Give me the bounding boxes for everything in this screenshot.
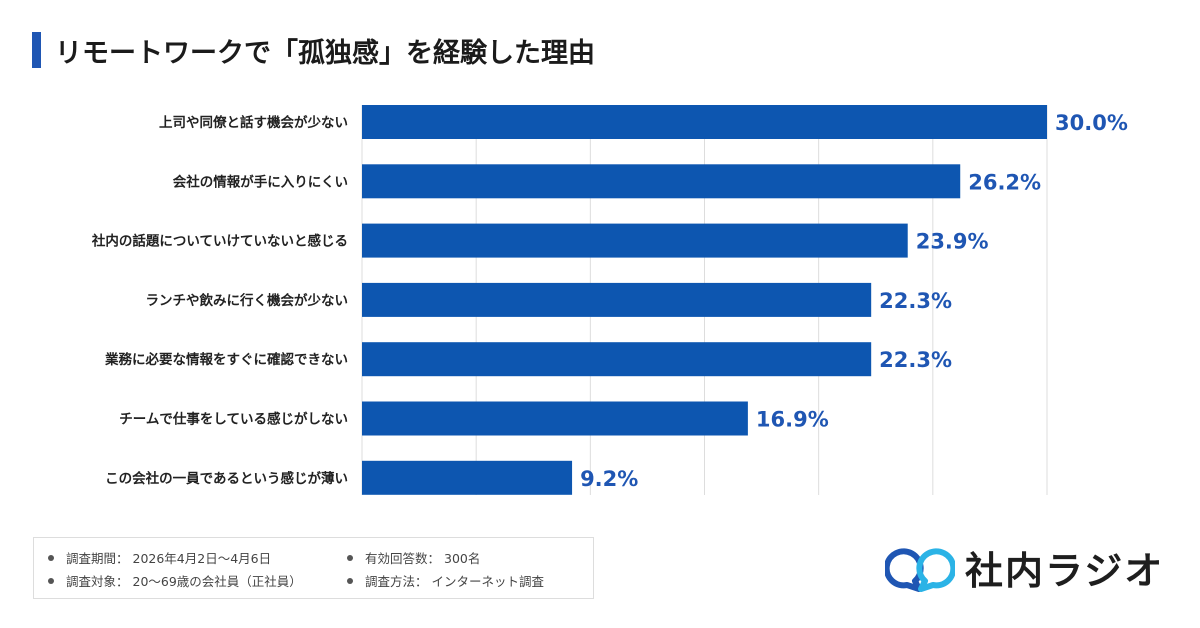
category-label: この会社の一員であるという感じが薄い [105,470,348,487]
speech-bubbles-icon [885,547,955,592]
note-label: 調査期間： [66,551,129,566]
bar [362,342,872,377]
note-value: インターネット調査 [431,574,545,589]
bullet [347,577,353,584]
note-target: 調査対象： 20〜69歳の会社員（正社員） [48,571,302,590]
note-value: 20〜69歳の会社員（正社員） [132,574,302,589]
survey-notes: 調査期間： 2026年4月2日〜4月6日 有効回答数： 300名 調査対象： 2… [33,537,594,599]
bar [362,282,872,317]
note-value: 300名 [444,551,481,566]
category-label: 業務に必要な情報をすぐに確認できない [104,351,348,368]
note-label: 調査対象： [66,574,129,589]
chart-title-text: リモートワークで「孤独感」を経験した理由 [55,37,595,69]
bullet [347,554,353,561]
category-label: ランチや飲みに行く機会が少ない [146,292,349,309]
category-label: チームで仕事をしている感じがしない [119,411,348,428]
category-label: 上司や同僚と話す機会が少ない [159,114,348,131]
data-label: 22.3% [879,289,952,313]
logo-text: 社内ラジオ [965,549,1165,593]
bar [362,460,573,495]
note-label: 調査方法： [365,574,428,589]
bar [362,105,1047,139]
note-value: 2026年4月2日〜4月6日 [132,551,272,566]
data-label: 22.3% [879,348,952,372]
bar [362,401,748,436]
note-count: 有効回答数： 300名 [347,548,480,567]
title-accent [32,32,41,68]
chart-title: リモートワークで「孤独感」を経験した理由 [32,32,595,69]
logo: 社内ラジオ [885,540,1164,595]
note-label: 有効回答数： [365,551,441,566]
bullet [48,554,54,561]
data-label: 30.0% [1055,111,1128,135]
data-label: 26.2% [968,170,1041,194]
category-label: 会社の情報が手に入りにくい [173,173,348,190]
category-label: 社内の話題についていけていないと感じる [91,233,348,250]
bullet [48,577,54,584]
bar-chart: 上司や同僚と話す機会が少ない 30.0% 会社の情報が手に入りにくい 26.2% 社内の… [91,105,1128,495]
note-method: 調査方法： インターネット調査 [347,571,544,590]
data-label: 16.9% [756,408,829,432]
note-period: 調査期間： 2026年4月2日〜4月6日 [48,548,271,567]
bar [362,164,961,199]
bar [362,223,908,258]
data-label: 23.9% [916,230,989,254]
data-label: 9.2% [580,467,638,491]
